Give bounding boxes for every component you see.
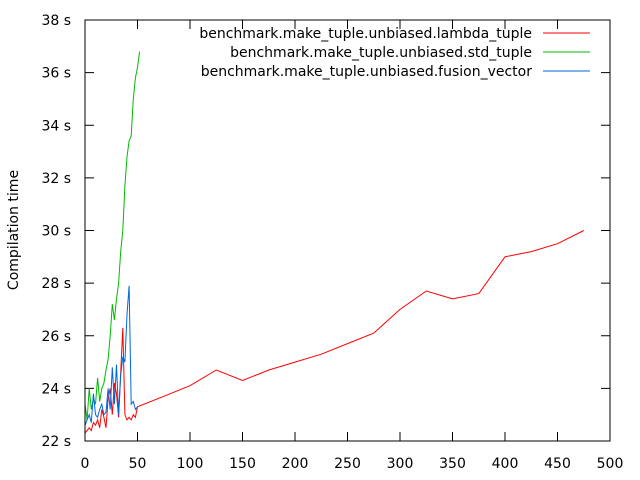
y-tick-label: 24 s bbox=[41, 381, 71, 397]
y-axis-label: Compilation time bbox=[6, 170, 22, 290]
y-tick-label: 38 s bbox=[41, 13, 71, 29]
y-tick-label: 28 s bbox=[41, 276, 71, 292]
x-tick-label: 300 bbox=[387, 456, 414, 472]
x-tick-label: 450 bbox=[544, 456, 571, 472]
y-axis-ticks: 22 s 24 s 26 s 28 s 30 s 32 s 34 s 36 s 38 s bbox=[41, 13, 610, 450]
plot-frame bbox=[84, 19, 611, 442]
x-tick-label: 0 bbox=[81, 456, 90, 472]
x-tick-label: 100 bbox=[177, 456, 204, 472]
y-tick-label: 30 s bbox=[41, 224, 71, 240]
x-tick-label: 200 bbox=[282, 456, 309, 472]
legend-label: benchmark.make_tuple.unbiased.std_tuple bbox=[230, 45, 532, 61]
legend-label: benchmark.make_tuple.unbiased.lambda_tup… bbox=[199, 26, 532, 42]
series-line-1 bbox=[84, 230, 585, 434]
y-tick-label: 22 s bbox=[41, 434, 71, 450]
y-tick-label: 32 s bbox=[41, 171, 71, 187]
x-tick-label: 150 bbox=[229, 456, 256, 472]
y-tick-label: 34 s bbox=[41, 118, 71, 134]
x-axis-ticks: 0 50 100 150 200 250 300 350 400 450 500 bbox=[81, 20, 624, 472]
x-tick-label: 500 bbox=[597, 456, 624, 472]
legend: benchmark.make_tuple.unbiased.lambda_tup… bbox=[199, 26, 590, 80]
x-tick-label: 350 bbox=[439, 456, 466, 472]
x-tick-label: 50 bbox=[129, 456, 147, 472]
y-tick-label: 36 s bbox=[41, 66, 71, 82]
legend-label: benchmark.make_tuple.unbiased.fusion_vec… bbox=[201, 64, 533, 80]
series-line-3 bbox=[84, 285, 138, 426]
series-layer bbox=[84, 51, 585, 434]
y-tick-label: 26 s bbox=[41, 329, 71, 345]
x-tick-label: 250 bbox=[334, 456, 361, 472]
x-tick-label: 400 bbox=[492, 456, 519, 472]
